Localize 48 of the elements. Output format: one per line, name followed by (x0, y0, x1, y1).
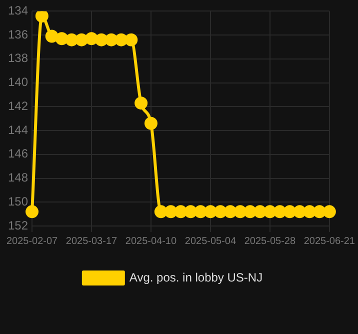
point (194, 205, 208, 218)
y-tick-label: 152 (8, 218, 28, 232)
point (154, 205, 168, 218)
point (134, 96, 148, 110)
point (283, 205, 296, 218)
y-tick-label: 138 (8, 51, 28, 66)
legend-label: Avg. pos. in lobby US-NJ (129, 270, 263, 284)
y-tick-label: 144 (8, 122, 28, 137)
point (254, 205, 267, 218)
point (273, 205, 286, 218)
point (313, 205, 326, 218)
point (214, 205, 227, 218)
x-tick-label: 2025-06-21 (304, 236, 356, 247)
point (114, 33, 128, 46)
point (224, 205, 237, 218)
point (263, 205, 276, 218)
x-tick-label: 2025-03-17 (66, 236, 118, 247)
x-tick-label: 2025-05-04 (184, 236, 236, 247)
y-tick-label: 142 (8, 98, 28, 113)
point (65, 33, 78, 46)
point (85, 32, 98, 46)
point (45, 30, 58, 43)
y-tick-label: 146 (8, 146, 28, 161)
y-tick-label: 150 (8, 194, 28, 208)
point (293, 205, 306, 218)
x-tick-label: 2025-02-07 (6, 236, 58, 247)
point (164, 205, 178, 218)
point (144, 116, 158, 130)
y-tick-label: 136 (8, 27, 28, 42)
y-tick-label: 134 (8, 4, 28, 18)
point (124, 33, 138, 46)
point (184, 205, 198, 218)
point (55, 32, 68, 46)
point (244, 205, 257, 218)
point (234, 205, 247, 218)
point (26, 205, 39, 218)
point (35, 11, 48, 22)
x-tick-label: 2025-04-10 (125, 236, 177, 247)
x-tick-label: 2025-05-28 (244, 236, 296, 247)
y-tick-label: 148 (8, 170, 28, 185)
point (75, 33, 88, 46)
point (104, 33, 118, 46)
point (303, 205, 316, 218)
point (94, 33, 108, 46)
point (204, 205, 217, 218)
y-tick-label: 140 (8, 75, 28, 90)
point (174, 205, 188, 218)
point (322, 205, 336, 218)
